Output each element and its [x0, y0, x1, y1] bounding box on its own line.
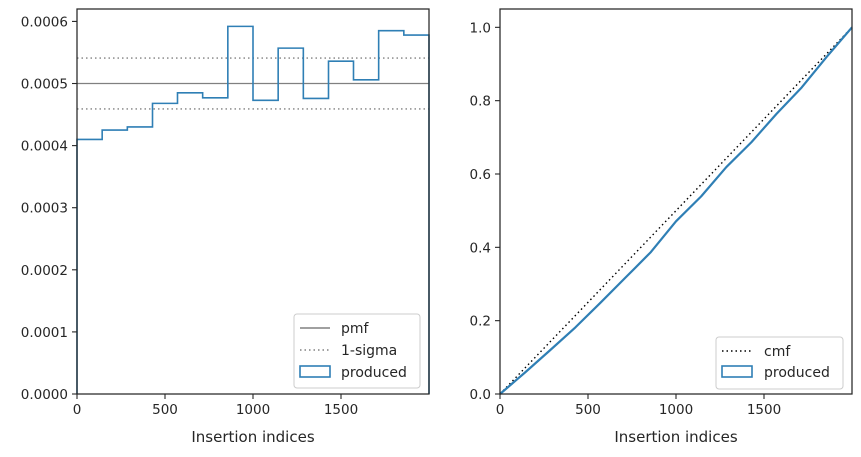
x-tick-label: 1500	[747, 402, 781, 418]
cmf-line	[499, 26, 853, 395]
chart-left-axes: 0 500 1000 1500 0.0000 0.0001 0.0002 0.0003 0.00…	[21, 8, 430, 418]
produced-step-histogram	[76, 25, 430, 394]
y-tick-label: 0.2	[470, 314, 491, 330]
y-tick-label: 0.0002	[21, 263, 68, 279]
x-tick-label: 0	[496, 402, 505, 418]
chart-left: 0 500 1000 1500 0.0000 0.0001 0.0002 0.0003 0.00…	[21, 8, 430, 446]
y-tick-label: 0.0	[470, 387, 491, 403]
chart-right: 0 500 1000 1500 0.0 0.2 0.4 0.6 0.8 1.0 Insertion…	[470, 8, 853, 446]
chart-right-xlabel: Insertion indices	[614, 428, 737, 446]
chart-right-axes: 0 500 1000 1500 0.0 0.2 0.4 0.6 0.8 1.0	[470, 8, 853, 418]
y-tick-label: 0.6	[470, 167, 491, 183]
legend-frame	[715, 336, 844, 390]
y-tick-label: 0.8	[470, 94, 491, 110]
legend-label-pmf: pmf	[341, 321, 370, 337]
x-tick-label: 1000	[236, 402, 270, 418]
x-tick-label: 1000	[659, 402, 693, 418]
y-tick-label: 1.0	[470, 20, 491, 36]
y-tick-label: 0.0003	[21, 201, 68, 217]
chart-right-legend: cmf produced	[715, 336, 844, 390]
chart-left-legend: pmf 1-sigma produced	[293, 313, 421, 389]
x-tick-label: 0	[73, 402, 82, 418]
y-tick-label: 0.0004	[21, 139, 68, 155]
legend-label-produced: produced	[341, 365, 407, 381]
y-tick-label: 0.4	[470, 240, 491, 256]
x-tick-label: 1500	[324, 402, 358, 418]
legend-label-produced: produced	[764, 365, 830, 381]
x-tick-label: 500	[575, 402, 601, 418]
chart-left-xlabel: Insertion indices	[191, 428, 314, 446]
legend-label-1-sigma: 1-sigma	[341, 343, 397, 359]
chart-right-marks	[499, 26, 853, 395]
legend-label-cmf: cmf	[764, 344, 791, 360]
legend-swatch-produced	[299, 365, 331, 378]
y-tick-label: 0.0005	[21, 77, 68, 93]
produced-cumulative-line	[499, 26, 853, 395]
y-tick-label: 0.0001	[21, 325, 68, 341]
legend-swatch-produced	[721, 365, 753, 378]
y-tick-label: 0.0000	[21, 387, 68, 403]
plot-frame	[499, 8, 853, 395]
chart-left-marks	[76, 25, 430, 394]
y-tick-label: 0.0006	[21, 14, 68, 30]
legend-frame	[293, 313, 421, 389]
x-tick-label: 500	[152, 402, 178, 418]
